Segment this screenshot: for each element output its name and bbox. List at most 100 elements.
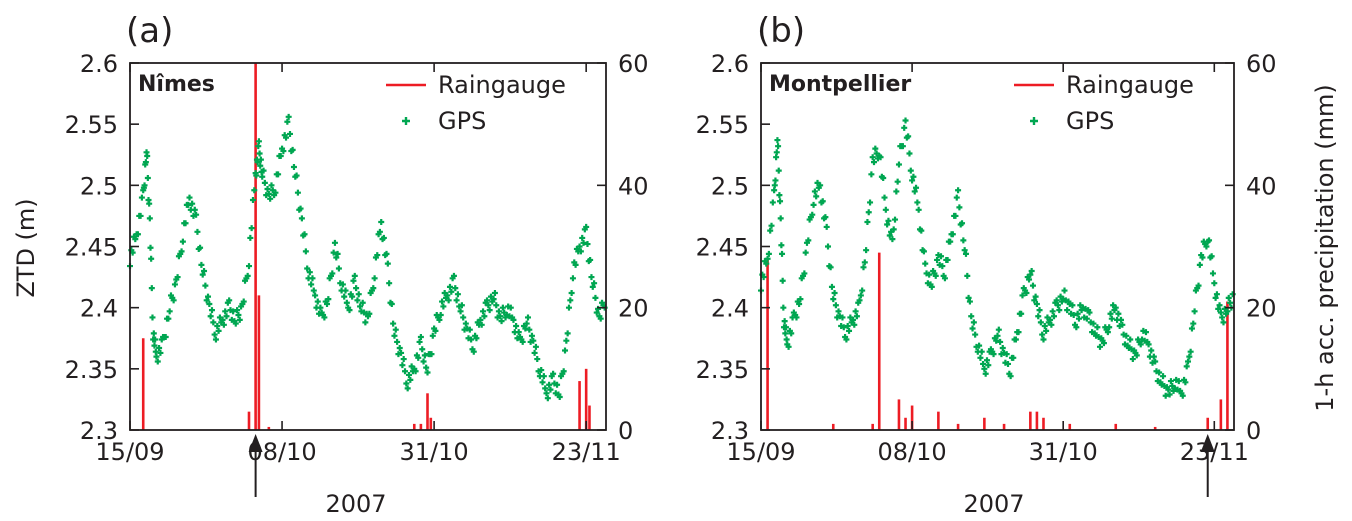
- gps-point: [773, 149, 780, 156]
- gps-point: [796, 300, 803, 307]
- gps-point: [264, 186, 271, 193]
- y-left-tick-label: 2.3: [711, 417, 749, 445]
- gps-point: [779, 277, 786, 284]
- gps-point: [440, 303, 447, 310]
- gps-point: [341, 293, 348, 300]
- gps-point: [870, 159, 877, 166]
- gps-point: [152, 336, 159, 343]
- gps-point: [1224, 308, 1231, 315]
- gps-point: [1199, 254, 1206, 261]
- gps-point: [415, 354, 422, 361]
- gps-point: [392, 326, 399, 333]
- y-left-tick-label: 2.5: [80, 172, 118, 200]
- gps-point: [205, 293, 212, 300]
- gps-point: [1220, 319, 1227, 326]
- gps-point: [997, 338, 1004, 345]
- gps-point: [277, 152, 284, 159]
- gps-point: [543, 390, 550, 397]
- gps-point: [376, 228, 383, 235]
- gps-point: [260, 167, 267, 174]
- gps-point: [905, 133, 912, 140]
- gps-point: [1127, 336, 1134, 343]
- gps-point: [210, 319, 217, 326]
- gps-point: [1188, 325, 1195, 332]
- gps-point: [201, 267, 208, 274]
- gps-point: [310, 287, 317, 294]
- gps-point: [1182, 379, 1189, 386]
- gps-point: [473, 335, 480, 342]
- gps-point: [1185, 358, 1192, 365]
- gps-point: [445, 297, 452, 304]
- gps-point: [985, 362, 992, 369]
- gps-point: [380, 234, 387, 241]
- gps-point: [357, 303, 364, 310]
- gps-point: [1100, 340, 1107, 347]
- gps-point: [932, 272, 939, 279]
- gps-point: [867, 199, 874, 206]
- gps-point: [1039, 331, 1046, 338]
- gps-point: [877, 154, 884, 161]
- gps-point: [577, 248, 584, 255]
- y-right-tick-label: 60: [618, 50, 649, 78]
- y-left-tick-label: 2.45: [65, 234, 118, 262]
- gps-point: [312, 292, 319, 299]
- gps-point: [810, 201, 817, 208]
- y-left-tick-label: 2.6: [80, 50, 118, 78]
- gps-point: [831, 289, 838, 296]
- gps-point: [915, 206, 922, 213]
- gps-point: [983, 357, 990, 364]
- gps-point: [872, 145, 879, 152]
- y-left-tick-label: 2.55: [696, 111, 749, 139]
- gps-point: [412, 368, 419, 375]
- gps-point: [197, 244, 204, 251]
- gps-point: [185, 201, 192, 208]
- gps-point: [1196, 261, 1203, 268]
- gps-point: [286, 130, 293, 137]
- gps-point: [797, 296, 804, 303]
- gps-point: [477, 316, 484, 323]
- gps-point: [383, 250, 390, 257]
- gps-point: [827, 264, 834, 271]
- gps-point: [857, 292, 864, 299]
- y-left-tick-label: 2.3: [80, 417, 118, 445]
- gps-point: [1040, 336, 1047, 343]
- gps-point: [470, 348, 477, 355]
- gps-point: [1041, 323, 1048, 330]
- legend-gps-label: GPS: [438, 107, 486, 135]
- gps-point: [966, 298, 973, 305]
- gps-point: [141, 182, 148, 189]
- station-label: Nîmes: [138, 72, 215, 97]
- gps-point: [149, 314, 156, 321]
- gps-point: [768, 222, 775, 229]
- gps-point: [1106, 324, 1113, 331]
- gps-point: [1086, 309, 1093, 316]
- gps-point: [977, 354, 984, 361]
- gps-point: [1203, 243, 1210, 250]
- gps-point: [297, 205, 304, 212]
- gps-point: [1217, 309, 1224, 316]
- gps-point: [222, 308, 229, 315]
- gps-point: [251, 187, 258, 194]
- gps-point: [420, 358, 427, 365]
- gps-point: [156, 345, 163, 352]
- panel-b: (b) 2.3 2.35 2.4 2.45 2.5 2.55 2.6 0 20 40 60 15/09 0…: [696, 11, 1277, 497]
- gps-point: [868, 171, 875, 178]
- gps-point: [981, 365, 988, 372]
- gps-point: [458, 302, 465, 309]
- gps-point: [782, 324, 789, 331]
- gps-point: [1061, 287, 1068, 294]
- gps-point: [289, 146, 296, 153]
- gps-point: [280, 148, 287, 155]
- gps-point: [419, 346, 426, 353]
- gps-point: [899, 143, 906, 150]
- gps-point: [404, 385, 411, 392]
- gps-point: [952, 212, 959, 219]
- gps-point: [593, 309, 600, 316]
- gps-point: [154, 358, 161, 365]
- gps-point: [366, 310, 373, 317]
- gps-point: [240, 298, 247, 305]
- station-label: Montpellier: [769, 72, 911, 97]
- gps-point: [853, 313, 860, 320]
- gps-point: [560, 368, 567, 375]
- gps-point: [1137, 341, 1144, 348]
